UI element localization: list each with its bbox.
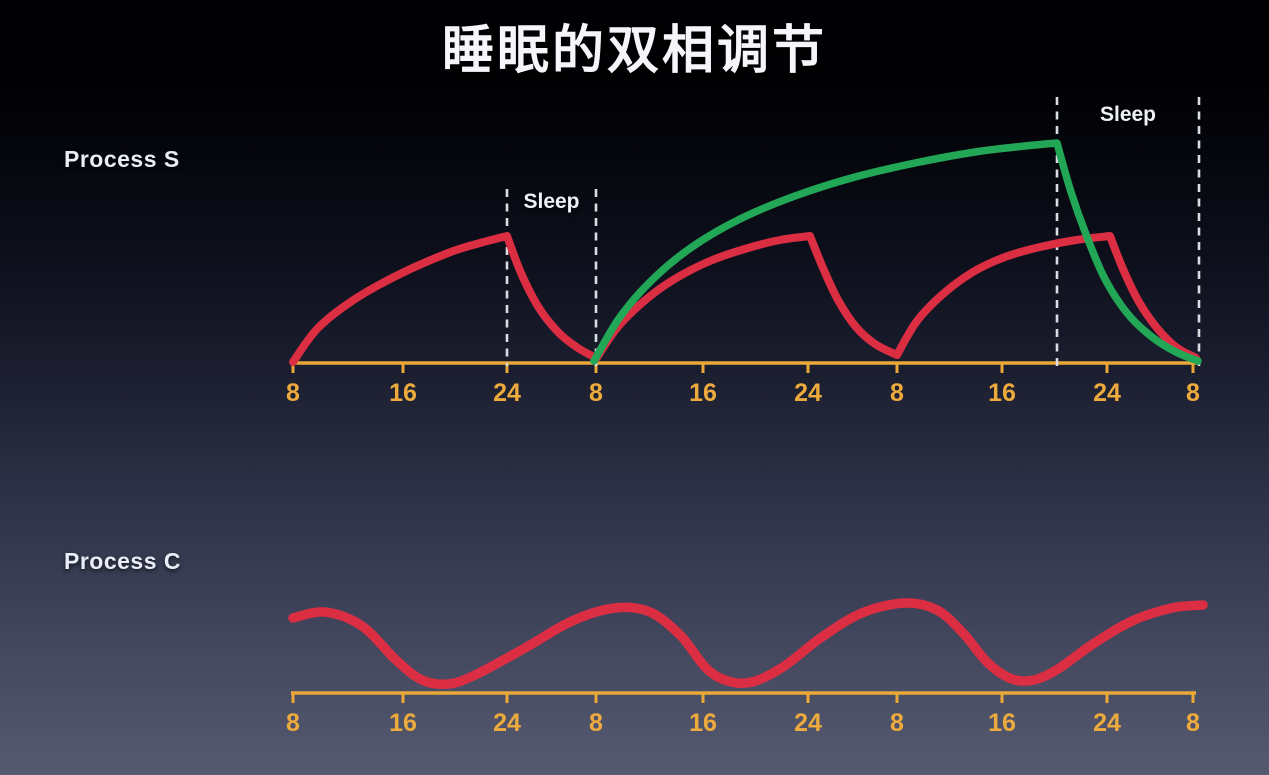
process-c-tick-label: 8	[890, 709, 904, 737]
process-c-tick-label: 24	[493, 709, 521, 737]
process-s-tick-label: 8	[890, 379, 904, 407]
process-c-tick-label: 8	[1186, 709, 1200, 737]
process-s-tick-label: 24	[493, 379, 521, 407]
process-s-red-cycle-1	[289, 232, 600, 366]
process-c-label: Process C	[64, 548, 182, 574]
process-c-x-axis: 8 16 24 8 16 24 8 16 24 8	[286, 691, 1200, 737]
process-c-tick-label: 16	[689, 709, 717, 737]
chart-process-c: 8 16 24 8 16 24 8 16 24 8	[286, 598, 1208, 737]
sleep-annotation-night1: Sleep	[523, 190, 580, 213]
process-s-tick-label: 8	[1186, 379, 1200, 407]
sleep-annotation-night2: Sleep	[1099, 103, 1157, 126]
process-c-tick-label: 8	[589, 709, 603, 737]
process-c-tick-label: 24	[794, 709, 822, 737]
process-s-tick-label: 16	[689, 379, 717, 407]
process-s-red-cycle-3	[893, 232, 1200, 362]
process-s-tick-label: 16	[389, 379, 417, 407]
process-c-circadian-wave	[288, 598, 1208, 690]
process-s-tick-label: 24	[1093, 379, 1121, 407]
process-c-tick-label: 24	[1093, 709, 1121, 737]
slide-title: 睡眠的双相调节	[441, 22, 827, 80]
process-s-tick-label: 24	[794, 379, 822, 407]
process-s-tick-label: 16	[988, 379, 1016, 407]
process-c-tick-label: 16	[988, 709, 1016, 737]
process-c-tick-label: 8	[286, 709, 300, 737]
process-s-tick-label: 8	[286, 379, 300, 407]
process-s-tick-label: 8	[589, 379, 603, 407]
process-s-x-axis: 8 16 24 8 16 24 8 16 24 8	[286, 361, 1200, 407]
process-c-tick-label: 16	[389, 709, 417, 737]
process-s-green-sleep-deprivation	[590, 139, 1202, 365]
process-s-red-cycle-2	[592, 232, 901, 363]
process-s-label: Process S	[64, 146, 180, 172]
chart-process-s: 8 16 24 8 16 24 8 16 24 8	[286, 97, 1202, 407]
